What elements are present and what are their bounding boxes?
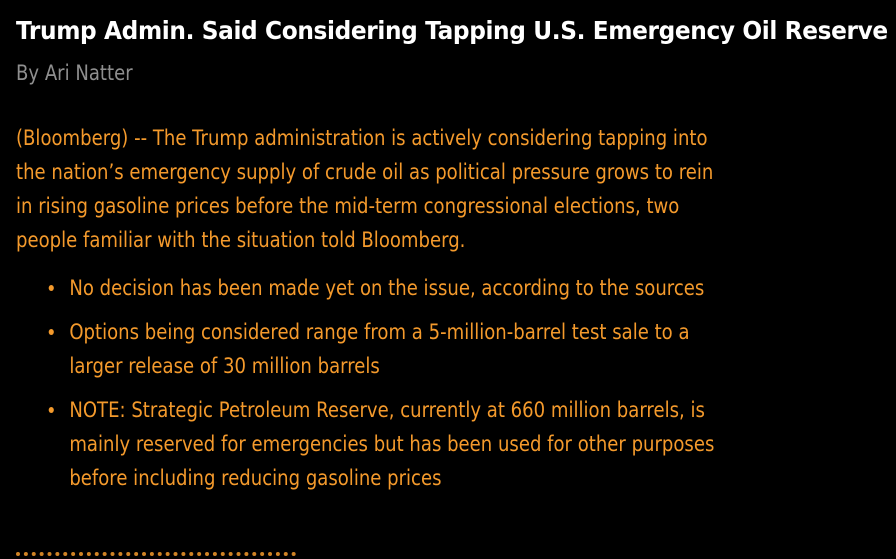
news-article: Trump Admin. Said Considering Tapping U.… xyxy=(16,0,891,505)
article-lead-paragraph: (Bloomberg) -- The Trump administration … xyxy=(16,126,714,252)
bullet-item: No decision has been made yet on the iss… xyxy=(16,271,721,305)
truncated-next-line xyxy=(16,552,296,559)
bullet-dot-icon xyxy=(48,329,54,335)
article-bullet-list: No decision has been made yet on the iss… xyxy=(16,271,721,495)
bullet-text: Options being considered range from a 5-… xyxy=(69,320,690,378)
bullet-text: No decision has been made yet on the iss… xyxy=(69,276,705,300)
article-headline: Trump Admin. Said Considering Tapping U.… xyxy=(16,16,888,45)
bullet-dot-icon xyxy=(48,407,54,413)
bullet-text: NOTE: Strategic Petroleum Reserve, curre… xyxy=(69,398,715,490)
article-byline: By Ari Natter xyxy=(16,61,133,85)
bullet-item: Options being considered range from a 5-… xyxy=(16,315,721,383)
bullet-dot-icon xyxy=(48,285,54,291)
bullet-item: NOTE: Strategic Petroleum Reserve, curre… xyxy=(16,393,721,495)
